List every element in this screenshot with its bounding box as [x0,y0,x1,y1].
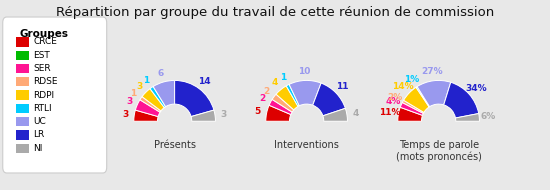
Text: NI: NI [34,144,43,153]
Text: 11: 11 [336,82,349,91]
Wedge shape [266,105,291,121]
Text: 3: 3 [126,97,132,106]
Text: 6%: 6% [481,112,496,121]
Text: RDSE: RDSE [34,77,58,86]
Wedge shape [417,80,451,107]
Text: RTLI: RTLI [34,104,52,113]
Text: 4: 4 [353,109,359,118]
Text: 3: 3 [122,110,128,119]
Text: SER: SER [34,64,51,73]
Text: 1: 1 [144,76,150,85]
Wedge shape [444,82,478,118]
Text: 27%: 27% [421,67,443,76]
Text: 4: 4 [272,78,278,87]
Wedge shape [416,87,430,107]
Text: Groupes: Groupes [19,28,68,39]
Bar [16,37,29,47]
Bar [16,143,29,153]
Text: 3: 3 [136,82,142,90]
Wedge shape [174,80,214,117]
Text: 14%: 14% [392,82,414,91]
Wedge shape [398,107,422,121]
Wedge shape [153,80,175,107]
Wedge shape [140,97,161,112]
Text: 10: 10 [299,67,311,76]
Text: 1: 1 [280,73,287,82]
Wedge shape [286,84,299,106]
Text: CRCE: CRCE [34,37,57,46]
Wedge shape [403,100,424,113]
Wedge shape [313,83,345,116]
Text: 2: 2 [263,87,270,96]
Wedge shape [135,100,160,117]
Wedge shape [455,114,480,121]
Text: Temps de parole
(mots prononcés): Temps de parole (mots prononcés) [395,140,482,162]
Text: 2: 2 [260,94,266,103]
Text: Interventions: Interventions [274,140,339,150]
Bar [16,104,29,113]
Wedge shape [323,108,348,121]
Wedge shape [134,110,158,121]
Wedge shape [191,110,216,121]
Text: 34%: 34% [465,84,487,93]
Wedge shape [150,86,166,108]
Bar [16,117,29,126]
Wedge shape [269,99,292,115]
Text: 2%: 2% [387,93,403,101]
Bar [16,90,29,100]
Wedge shape [142,89,164,111]
Text: 11%: 11% [379,108,400,117]
FancyBboxPatch shape [3,17,107,173]
Wedge shape [276,86,298,110]
Text: 1%: 1% [404,75,419,84]
Text: 1: 1 [130,89,136,98]
Wedge shape [400,103,424,115]
Text: Répartition par groupe du travail de cette réunion de commission: Répartition par groupe du travail de cet… [56,6,494,19]
Text: LR: LR [34,130,45,139]
Text: RDPI: RDPI [34,90,54,100]
Text: 5: 5 [255,107,261,116]
Wedge shape [272,94,294,112]
Text: 6: 6 [158,69,164,78]
Wedge shape [404,87,429,112]
Text: UC: UC [34,117,46,126]
Text: Présents: Présents [153,140,196,150]
Bar [16,64,29,73]
Bar [16,77,29,86]
Text: 4%: 4% [386,97,401,106]
Text: 14: 14 [199,77,211,86]
Wedge shape [289,80,321,106]
Text: 3: 3 [221,110,227,119]
Bar [16,130,29,140]
Bar [16,51,29,60]
Text: EST: EST [34,51,50,60]
